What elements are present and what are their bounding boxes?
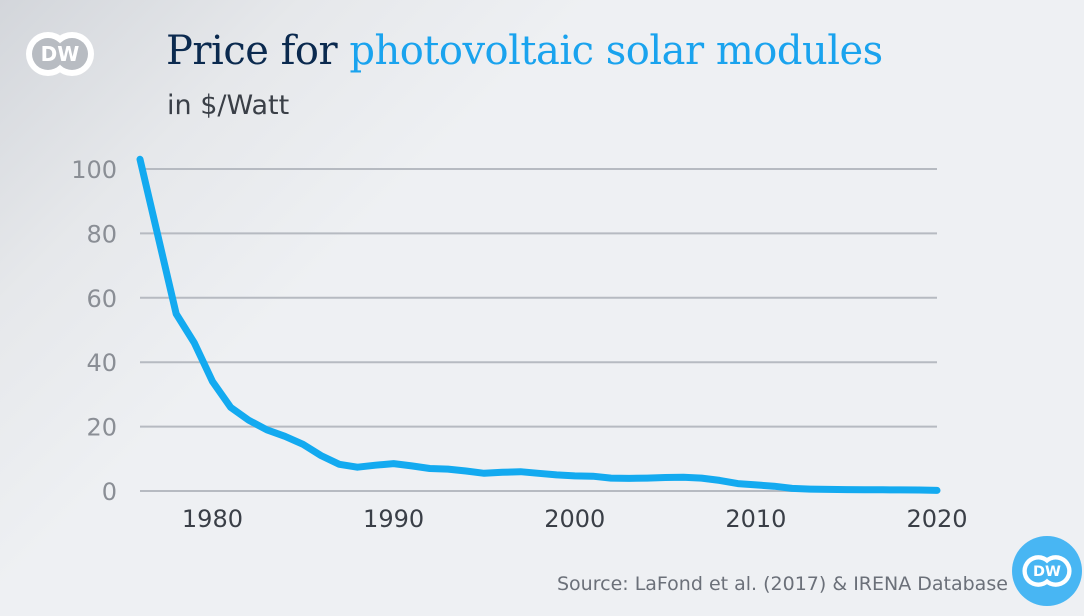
gridlines <box>140 168 937 492</box>
svg-text:DW: DW <box>1033 564 1061 580</box>
source-note: Source: LaFond et al. (2017) & IRENA Dat… <box>557 573 1008 595</box>
title-part-1: Price for <box>166 28 350 74</box>
svg-text:DW: DW <box>41 42 80 66</box>
y-tick-label: 20 <box>86 414 117 442</box>
dw-logo: DW <box>24 30 96 78</box>
y-tick-label: 0 <box>102 478 117 506</box>
y-tick-labels: 0 20 40 60 80 100 <box>71 156 117 506</box>
y-tick-label: 100 <box>71 156 117 184</box>
x-tick-label: 1990 <box>363 505 424 533</box>
x-tick-label: 2020 <box>906 505 967 533</box>
series-line-price <box>136 155 941 494</box>
title-part-2: photovoltaic solar modules <box>349 28 883 74</box>
y-tick-label: 60 <box>86 285 117 313</box>
x-tick-labels: 1980 1990 2000 2010 2020 <box>182 505 968 533</box>
dw-badge-icon: DW <box>1022 555 1072 587</box>
x-tick-label: 2010 <box>725 505 786 533</box>
chart-subtitle: in $/Watt <box>167 90 290 121</box>
dw-logo-icon: DW <box>26 32 94 76</box>
y-tick-label: 40 <box>86 349 117 377</box>
chart-title: Price for photovoltaic solar modules <box>166 28 883 74</box>
dw-badge: DW <box>1012 536 1082 606</box>
x-tick-label: 2000 <box>544 505 605 533</box>
x-tick-label: 1980 <box>182 505 243 533</box>
y-tick-label: 80 <box>86 220 117 248</box>
